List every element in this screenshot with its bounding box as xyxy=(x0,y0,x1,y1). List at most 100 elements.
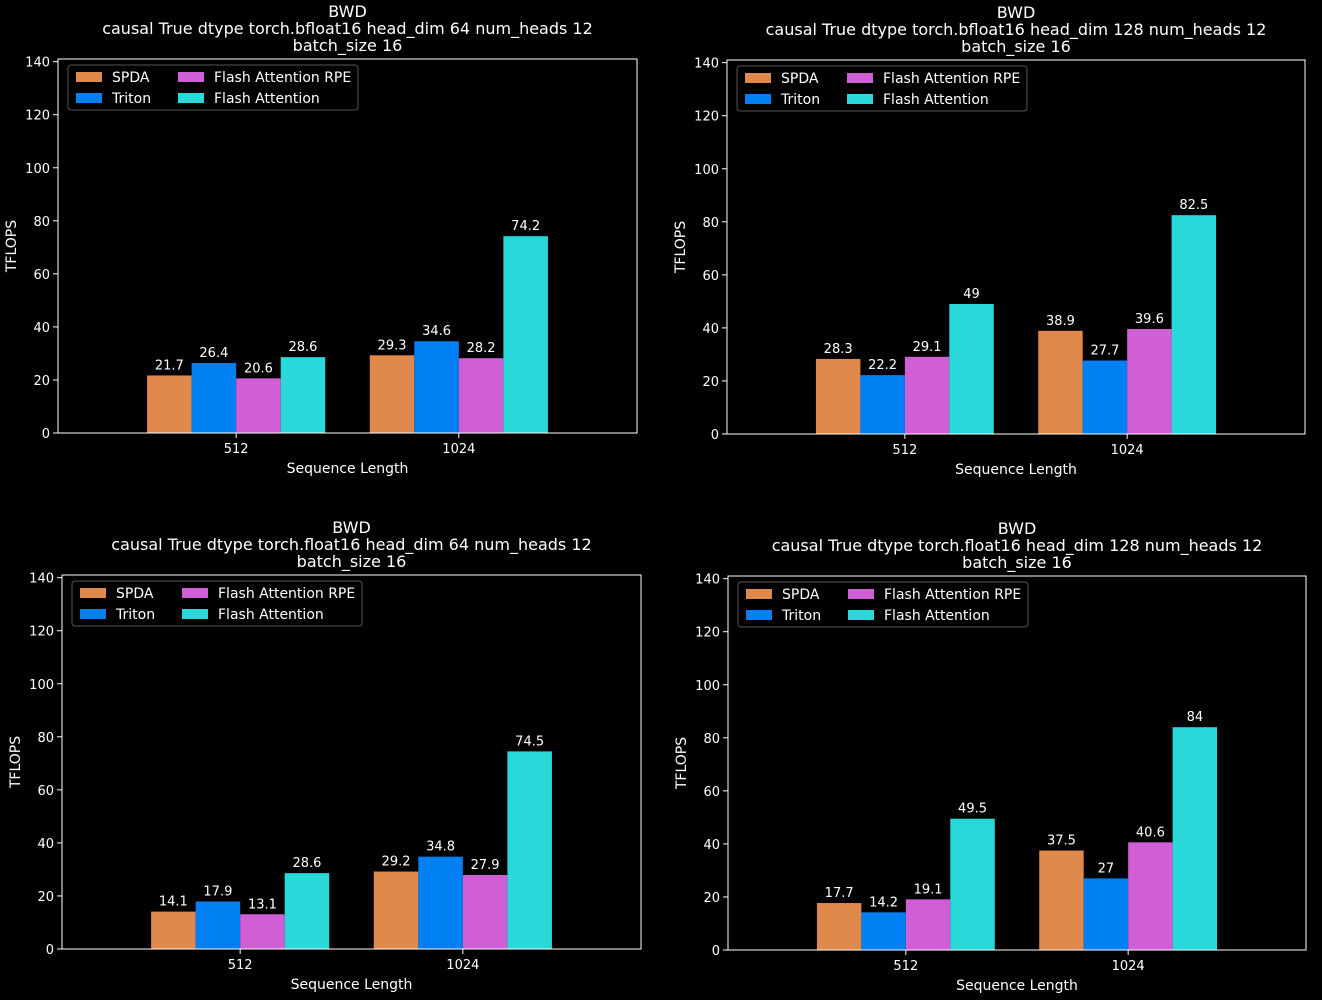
y-tick-label: 120 xyxy=(29,625,54,640)
x-tick-label: 1024 xyxy=(1112,959,1145,974)
bar-value-label: 40.6 xyxy=(1136,825,1165,840)
bar-value-label: 27 xyxy=(1098,861,1115,876)
y-tick-label: 60 xyxy=(33,268,50,283)
legend-swatch xyxy=(746,610,772,620)
bar-value-label: 74.2 xyxy=(511,219,540,234)
bar-value-label: 39.6 xyxy=(1135,312,1164,327)
legend: SPDA Triton Flash Attention RPE Flash Atten… xyxy=(736,65,1028,112)
legend: SPDA Triton Flash Attention RPE Flash Atten… xyxy=(67,64,359,111)
y-tick-label: 100 xyxy=(695,679,720,694)
bar-value-label: 21.7 xyxy=(155,358,184,373)
bar-value-label: 27.7 xyxy=(1090,344,1119,359)
legend-swatch xyxy=(746,589,772,599)
plot-frame xyxy=(727,575,1307,951)
x-axis-label: Sequence Length xyxy=(287,461,409,477)
y-tick-label: 80 xyxy=(33,215,50,230)
bar-value-label: 29.1 xyxy=(913,340,942,355)
legend-entry: Triton xyxy=(115,607,155,623)
legend: SPDA Triton Flash Attention RPE Flash Atten… xyxy=(71,580,363,627)
bar-value-label: 34.8 xyxy=(426,840,455,855)
y-tick-label: 120 xyxy=(695,626,720,641)
bar-value-label: 29.2 xyxy=(382,855,411,870)
legend-swatch xyxy=(745,73,771,83)
legend-swatch xyxy=(80,609,106,619)
legend-entry: Triton xyxy=(781,608,821,624)
legend-swatch xyxy=(182,588,208,598)
legend-swatch xyxy=(847,73,873,83)
y-tick-label: 80 xyxy=(703,732,720,747)
bar-flash-attention-rpe-512 xyxy=(905,899,951,950)
legend-swatch xyxy=(848,589,874,599)
plot-frame xyxy=(57,58,638,434)
y-tick-label: 0 xyxy=(46,943,54,958)
y-tick-label: 0 xyxy=(712,944,720,959)
legend-entry: SPDA xyxy=(116,586,154,602)
legend-swatch xyxy=(745,94,771,104)
x-tick-label: 512 xyxy=(892,443,917,458)
bar-value-label: 38.9 xyxy=(1046,314,1075,329)
legend-entry: Flash Attention xyxy=(883,92,989,108)
x-tick-label: 1024 xyxy=(446,958,479,973)
legend-swatch xyxy=(847,94,873,104)
bar-value-label: 34.6 xyxy=(422,324,451,339)
bar-flash-attention-512 xyxy=(950,818,995,950)
chart-title: BWD xyxy=(997,3,1036,22)
legend-box xyxy=(67,64,359,111)
bar-flash-attention-1024 xyxy=(503,236,548,433)
legend-swatch xyxy=(178,93,204,103)
y-tick-label: 40 xyxy=(37,837,54,852)
y-tick-label: 100 xyxy=(25,162,50,177)
bar-value-label: 28.6 xyxy=(292,856,321,871)
bar-triton-1024 xyxy=(414,341,459,433)
legend-entry: Flash Attention RPE xyxy=(883,71,1020,87)
legend-entry: Flash Attention xyxy=(218,607,324,623)
bar-triton-512 xyxy=(191,362,237,433)
bar-flash-attention-rpe-512 xyxy=(240,914,285,949)
bar-value-label: 14.2 xyxy=(869,895,898,910)
y-tick-label: 140 xyxy=(25,56,50,71)
legend-entry: SPDA xyxy=(782,587,820,603)
y-tick-label: 100 xyxy=(29,678,54,693)
legend-swatch xyxy=(178,72,204,82)
x-axis-label: Sequence Length xyxy=(291,977,413,993)
bar-spda-1024 xyxy=(369,355,415,433)
plot-frame xyxy=(61,574,642,950)
bar-flash-attention-512 xyxy=(949,304,994,434)
bar-value-label: 22.2 xyxy=(868,358,897,373)
y-axis-label: TFLOPS xyxy=(4,220,20,273)
bar-value-label: 28.3 xyxy=(824,342,853,357)
bar-flash-attention-rpe-1024 xyxy=(1128,842,1173,950)
plot-frame xyxy=(726,59,1306,435)
bar-flash-attention-1024 xyxy=(1172,727,1218,950)
bar-spda-512 xyxy=(816,903,862,950)
chart-subtitle: causal True dtype torch.float16 head_dim… xyxy=(772,536,1263,556)
y-tick-label: 80 xyxy=(37,731,54,746)
y-tick-label: 60 xyxy=(703,785,720,800)
y-tick-label: 60 xyxy=(37,784,54,799)
bar-value-label: 20.6 xyxy=(244,361,273,376)
bar-triton-512 xyxy=(195,901,241,949)
y-tick-label: 100 xyxy=(694,163,719,178)
bar-spda-512 xyxy=(151,911,196,949)
y-tick-label: 0 xyxy=(711,428,719,443)
y-tick-label: 40 xyxy=(702,322,719,337)
bar-flash-attention-rpe-1024 xyxy=(462,874,508,949)
bar-value-label: 49.5 xyxy=(958,802,987,817)
bar-spda-1024 xyxy=(1038,330,1083,434)
x-tick-label: 512 xyxy=(893,959,918,974)
chart-title: BWD xyxy=(998,519,1037,538)
legend-swatch xyxy=(76,72,102,82)
legend-entry: Flash Attention xyxy=(884,608,990,624)
legend-entry: Flash Attention RPE xyxy=(218,586,355,602)
legend-entry: Flash Attention xyxy=(214,91,320,107)
bar-triton-1024 xyxy=(418,856,463,949)
chart-title: BWD xyxy=(328,2,367,21)
chart-subtitle: causal True dtype torch.bfloat16 head_di… xyxy=(102,19,593,39)
chart-subtitle-2: batch_size 16 xyxy=(962,553,1072,573)
bar-flash-attention-1024 xyxy=(507,751,552,949)
x-tick-label: 1024 xyxy=(442,442,475,457)
legend-swatch xyxy=(848,610,874,620)
legend-entry: Triton xyxy=(111,91,151,107)
